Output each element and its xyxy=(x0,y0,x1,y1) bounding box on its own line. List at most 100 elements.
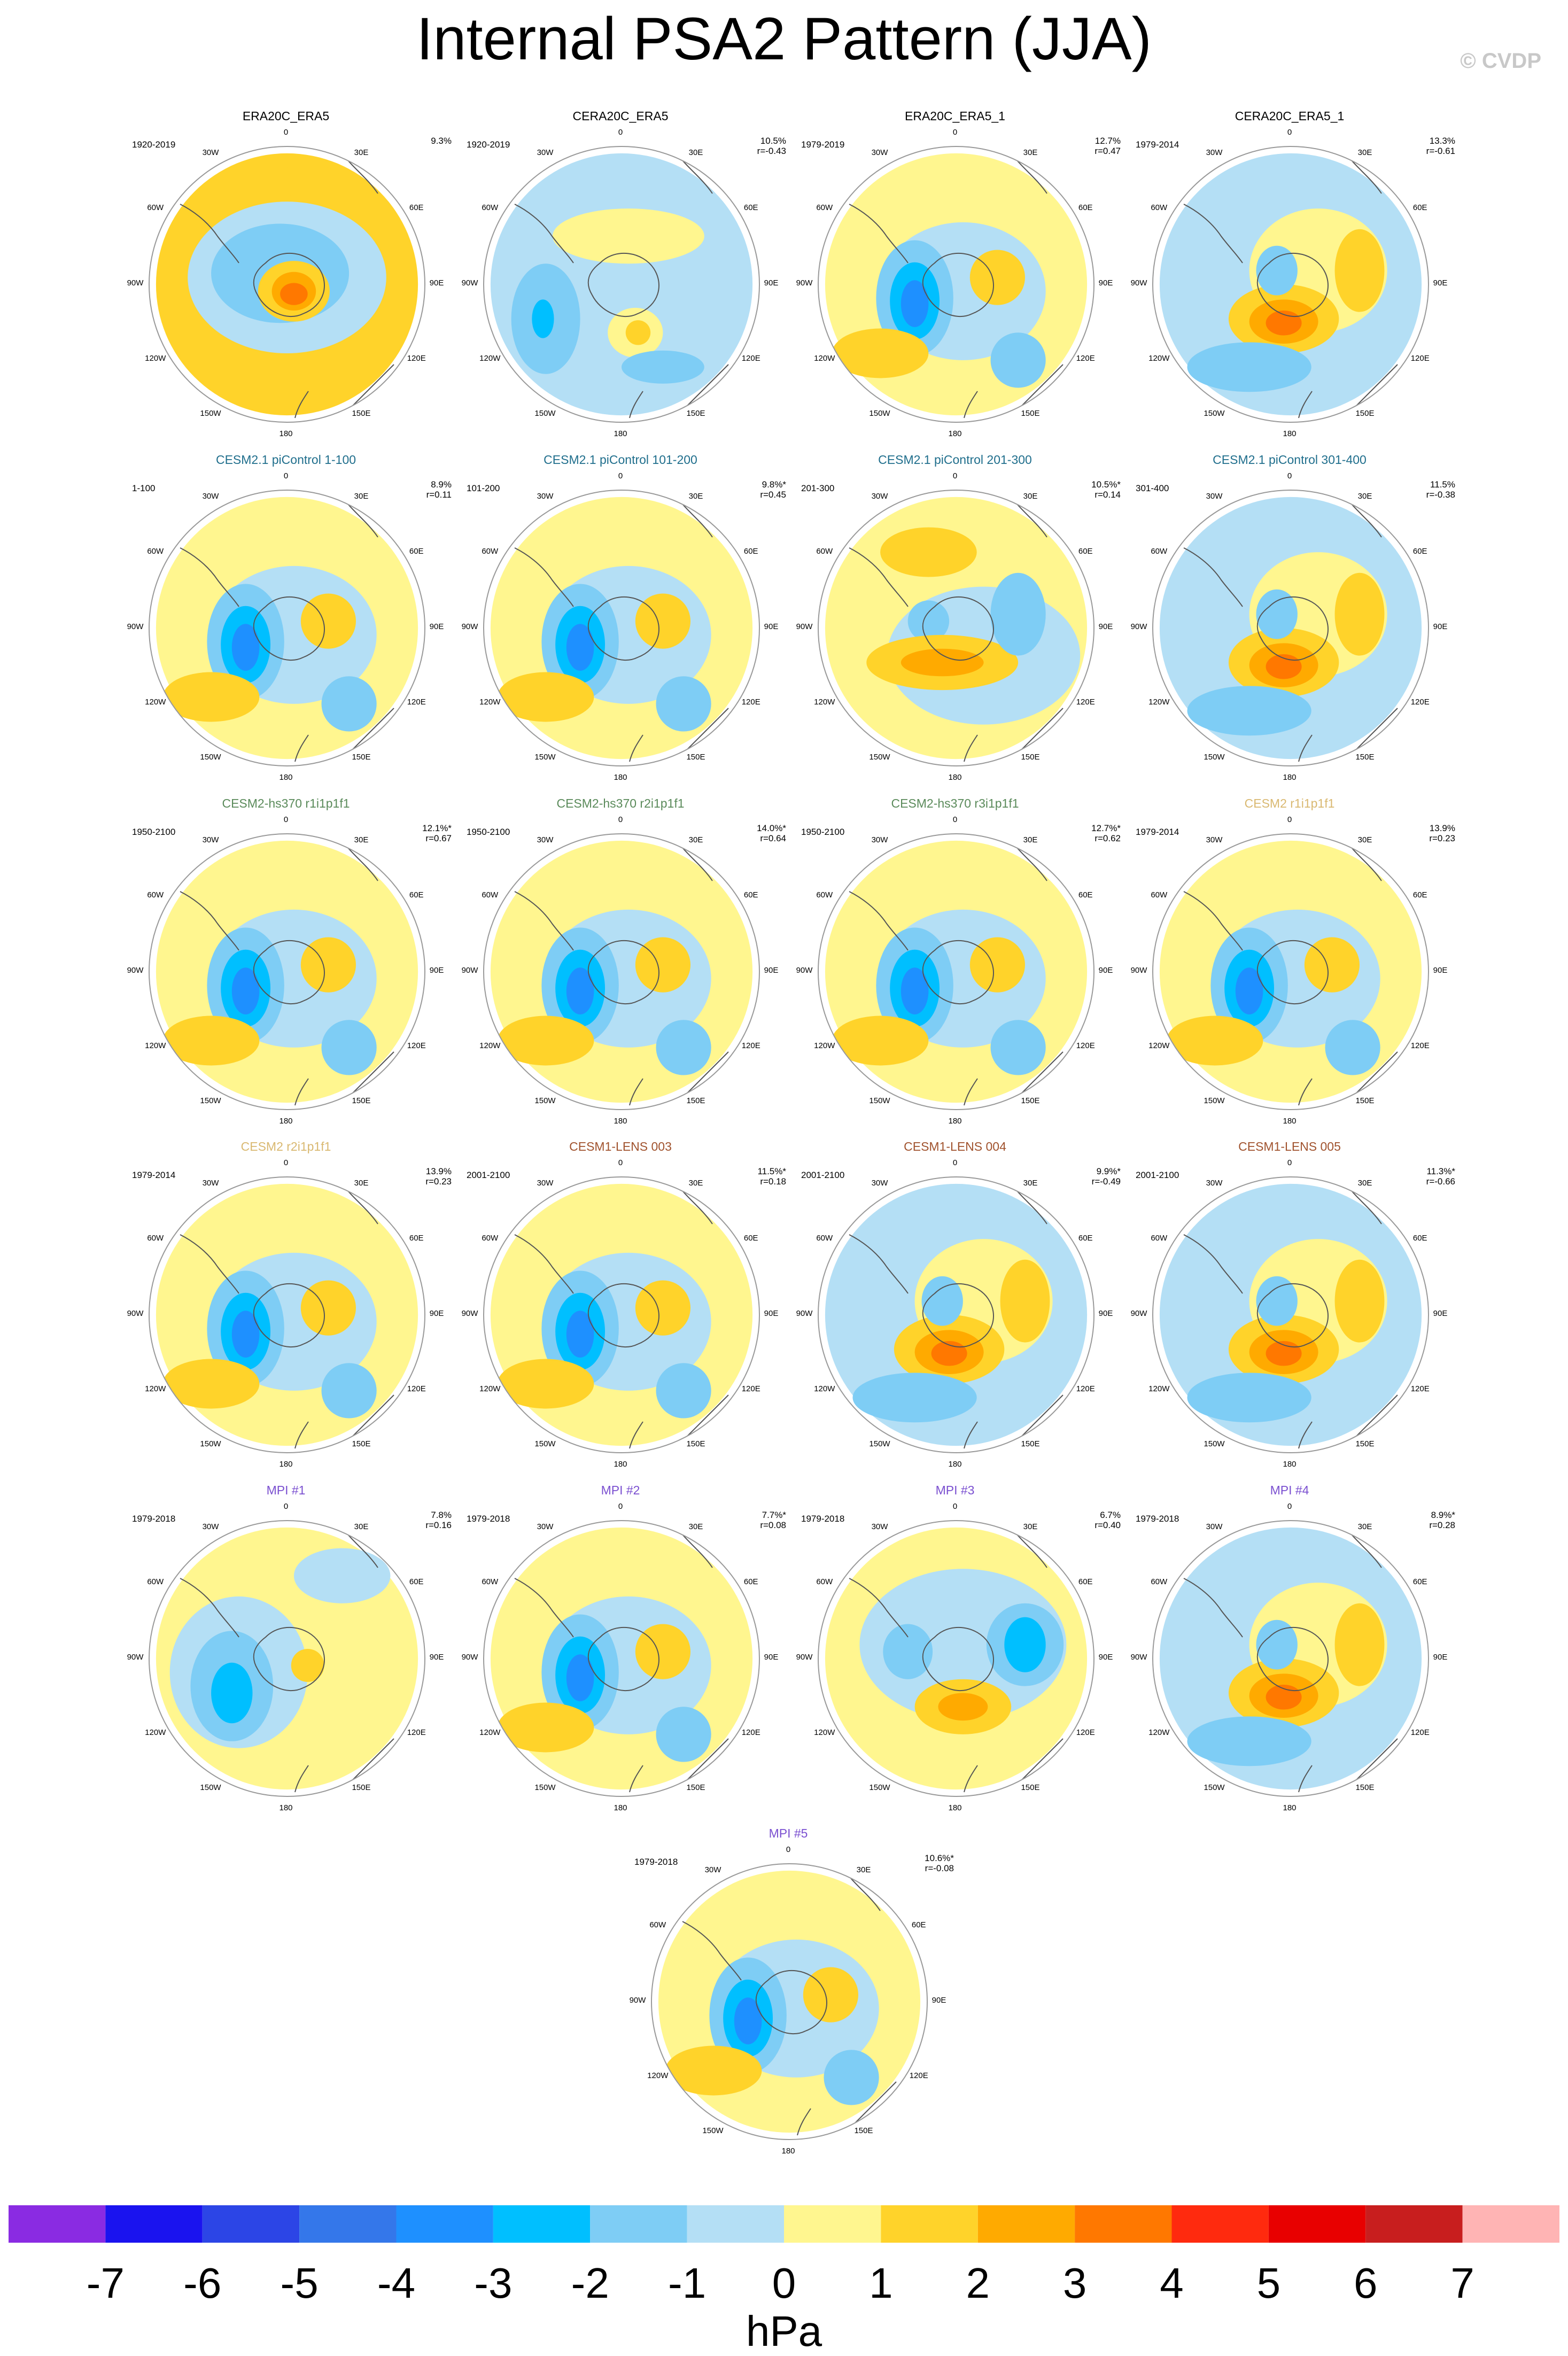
south-america-coastline xyxy=(180,1234,239,1294)
longitude-label: 120W xyxy=(479,1384,501,1393)
contour-region xyxy=(1004,1617,1046,1672)
panel-title: CESM2 r1i1p1f1 xyxy=(1244,796,1335,810)
longitude-label: 150E xyxy=(352,1783,371,1793)
longitude-label: 90E xyxy=(429,966,444,975)
south-america-coastline xyxy=(180,1578,239,1638)
contour-region xyxy=(300,1280,356,1336)
longitude-label: 30W xyxy=(1206,491,1223,501)
contour-region xyxy=(1256,1619,1298,1670)
antarctica-coastline xyxy=(922,252,994,317)
longitude-label: 90E xyxy=(1098,1309,1113,1318)
longitude-label: 150E xyxy=(686,753,705,762)
longitude-label: 120E xyxy=(407,354,426,363)
contour-region xyxy=(1000,1259,1050,1343)
contour-region xyxy=(990,572,1046,656)
longitude-label: 60W xyxy=(1151,203,1168,212)
australia-nz-coastline xyxy=(1298,1738,1398,1793)
contour-region xyxy=(803,1967,858,2022)
panel-pct: 9.3% xyxy=(431,136,452,146)
australia-nz-coastline xyxy=(797,2081,897,2136)
longitude-label: 60E xyxy=(1078,547,1093,556)
longitude-label: 60E xyxy=(409,890,424,900)
longitude-label: 30E xyxy=(354,148,369,157)
polar-map xyxy=(818,1520,1095,1797)
panel-title: MPI #5 xyxy=(769,1826,808,1840)
map-border xyxy=(818,1520,1095,1797)
longitude-label: 120E xyxy=(1076,1728,1095,1737)
longitude-label: 60W xyxy=(482,1234,499,1243)
panel-stats: 9.3% xyxy=(398,136,452,146)
antarctica-coastline xyxy=(253,252,325,317)
colorbar-tick-label: 0 xyxy=(772,2259,796,2307)
longitude-label: 120W xyxy=(814,1384,835,1393)
panel-title: MPI #4 xyxy=(1270,1483,1309,1497)
longitude-label: 120W xyxy=(145,698,166,707)
colorbar-tick-label: -2 xyxy=(571,2259,609,2307)
map-border xyxy=(483,490,760,766)
polar-map xyxy=(1152,146,1429,423)
panel-corr: r=0.14 xyxy=(1095,490,1121,500)
colorbar-swatch xyxy=(9,2205,106,2243)
longitude-label: 150E xyxy=(1021,1783,1040,1793)
longitude-label: 60W xyxy=(816,1234,833,1243)
longitude-label: 90E xyxy=(429,622,444,631)
panel-title: CESM2-hs370 r2i1p1f1 xyxy=(556,796,685,810)
longitude-label: 0 xyxy=(283,128,289,137)
colorbar-swatches xyxy=(9,2205,1559,2243)
colorbar-swatch xyxy=(590,2205,687,2243)
longitude-label: 60E xyxy=(409,1234,424,1243)
panel-title: CESM2-hs370 r1i1p1f1 xyxy=(222,796,350,810)
contour-region xyxy=(938,1693,988,1721)
panel-title: CESM2.1 piControl 101-200 xyxy=(544,453,697,467)
longitude-label: 30W xyxy=(202,491,219,501)
australia-nz-coastline xyxy=(1298,364,1398,418)
colorbar-swatch xyxy=(1171,2205,1269,2243)
longitude-label: 30W xyxy=(871,835,888,844)
australia-nz-coastline xyxy=(1298,1394,1398,1449)
colorbar-swatch xyxy=(299,2205,397,2243)
contour-fill xyxy=(825,1181,1088,1449)
panel-years: 2001-2100 xyxy=(801,1170,845,1180)
longitude-label: 90W xyxy=(629,1996,646,2005)
longitude-label: 60E xyxy=(743,203,758,212)
contour-fill xyxy=(1159,838,1422,1106)
longitude-label: 120E xyxy=(1076,698,1095,707)
longitude-label: 60E xyxy=(1078,890,1093,900)
contour-region xyxy=(280,283,308,305)
longitude-label: 30E xyxy=(1357,1522,1372,1531)
map-panel: ERA20C_ERA5_1 1979-2019 12.7% r=0.47 0 30E 60E… xyxy=(789,109,1121,449)
australia-nz-coastline xyxy=(964,1051,1064,1106)
antarctica-coastline xyxy=(922,1283,994,1347)
longitude-label: 0 xyxy=(283,1502,289,1511)
map-border xyxy=(149,146,425,423)
panel-stats: 13.9% r=0.23 xyxy=(398,1166,452,1187)
contour-region xyxy=(625,320,651,345)
longitude-label: 30E xyxy=(354,1522,369,1531)
longitude-label: 30W xyxy=(202,835,219,844)
south-america-coastline xyxy=(849,1234,909,1294)
longitude-label: 0 xyxy=(952,815,958,824)
longitude-label: 90E xyxy=(764,966,779,975)
south-america-coastline xyxy=(1183,204,1243,264)
contour-region xyxy=(990,332,1046,388)
australia-nz-coastline xyxy=(1298,1051,1398,1106)
longitude-label: 120W xyxy=(814,698,835,707)
contour-region xyxy=(1334,229,1385,312)
map-border xyxy=(149,1176,425,1453)
longitude-label: 120W xyxy=(814,354,835,363)
longitude-label: 30W xyxy=(537,1178,554,1188)
longitude-label: 120W xyxy=(1148,354,1170,363)
contour-region xyxy=(566,624,594,671)
longitude-label: 60W xyxy=(147,1577,164,1586)
panel-title: CESM2 r2i1p1f1 xyxy=(240,1140,331,1153)
longitude-label: 90W xyxy=(461,622,478,631)
longitude-label: 60E xyxy=(1412,547,1427,556)
panel-title: MPI #1 xyxy=(266,1483,306,1497)
panel-corr: r=0.62 xyxy=(1095,833,1121,843)
contour-region xyxy=(532,299,554,338)
map-panel: CESM2.1 piControl 1-100 1-100 8.9% r=0.11 0 3… xyxy=(120,453,452,793)
contour-fill xyxy=(825,150,1088,418)
panel-years: 1979-2014 xyxy=(1136,827,1179,837)
panel-stats: 13.9% r=0.23 xyxy=(1402,823,1455,843)
longitude-label: 120W xyxy=(145,354,166,363)
